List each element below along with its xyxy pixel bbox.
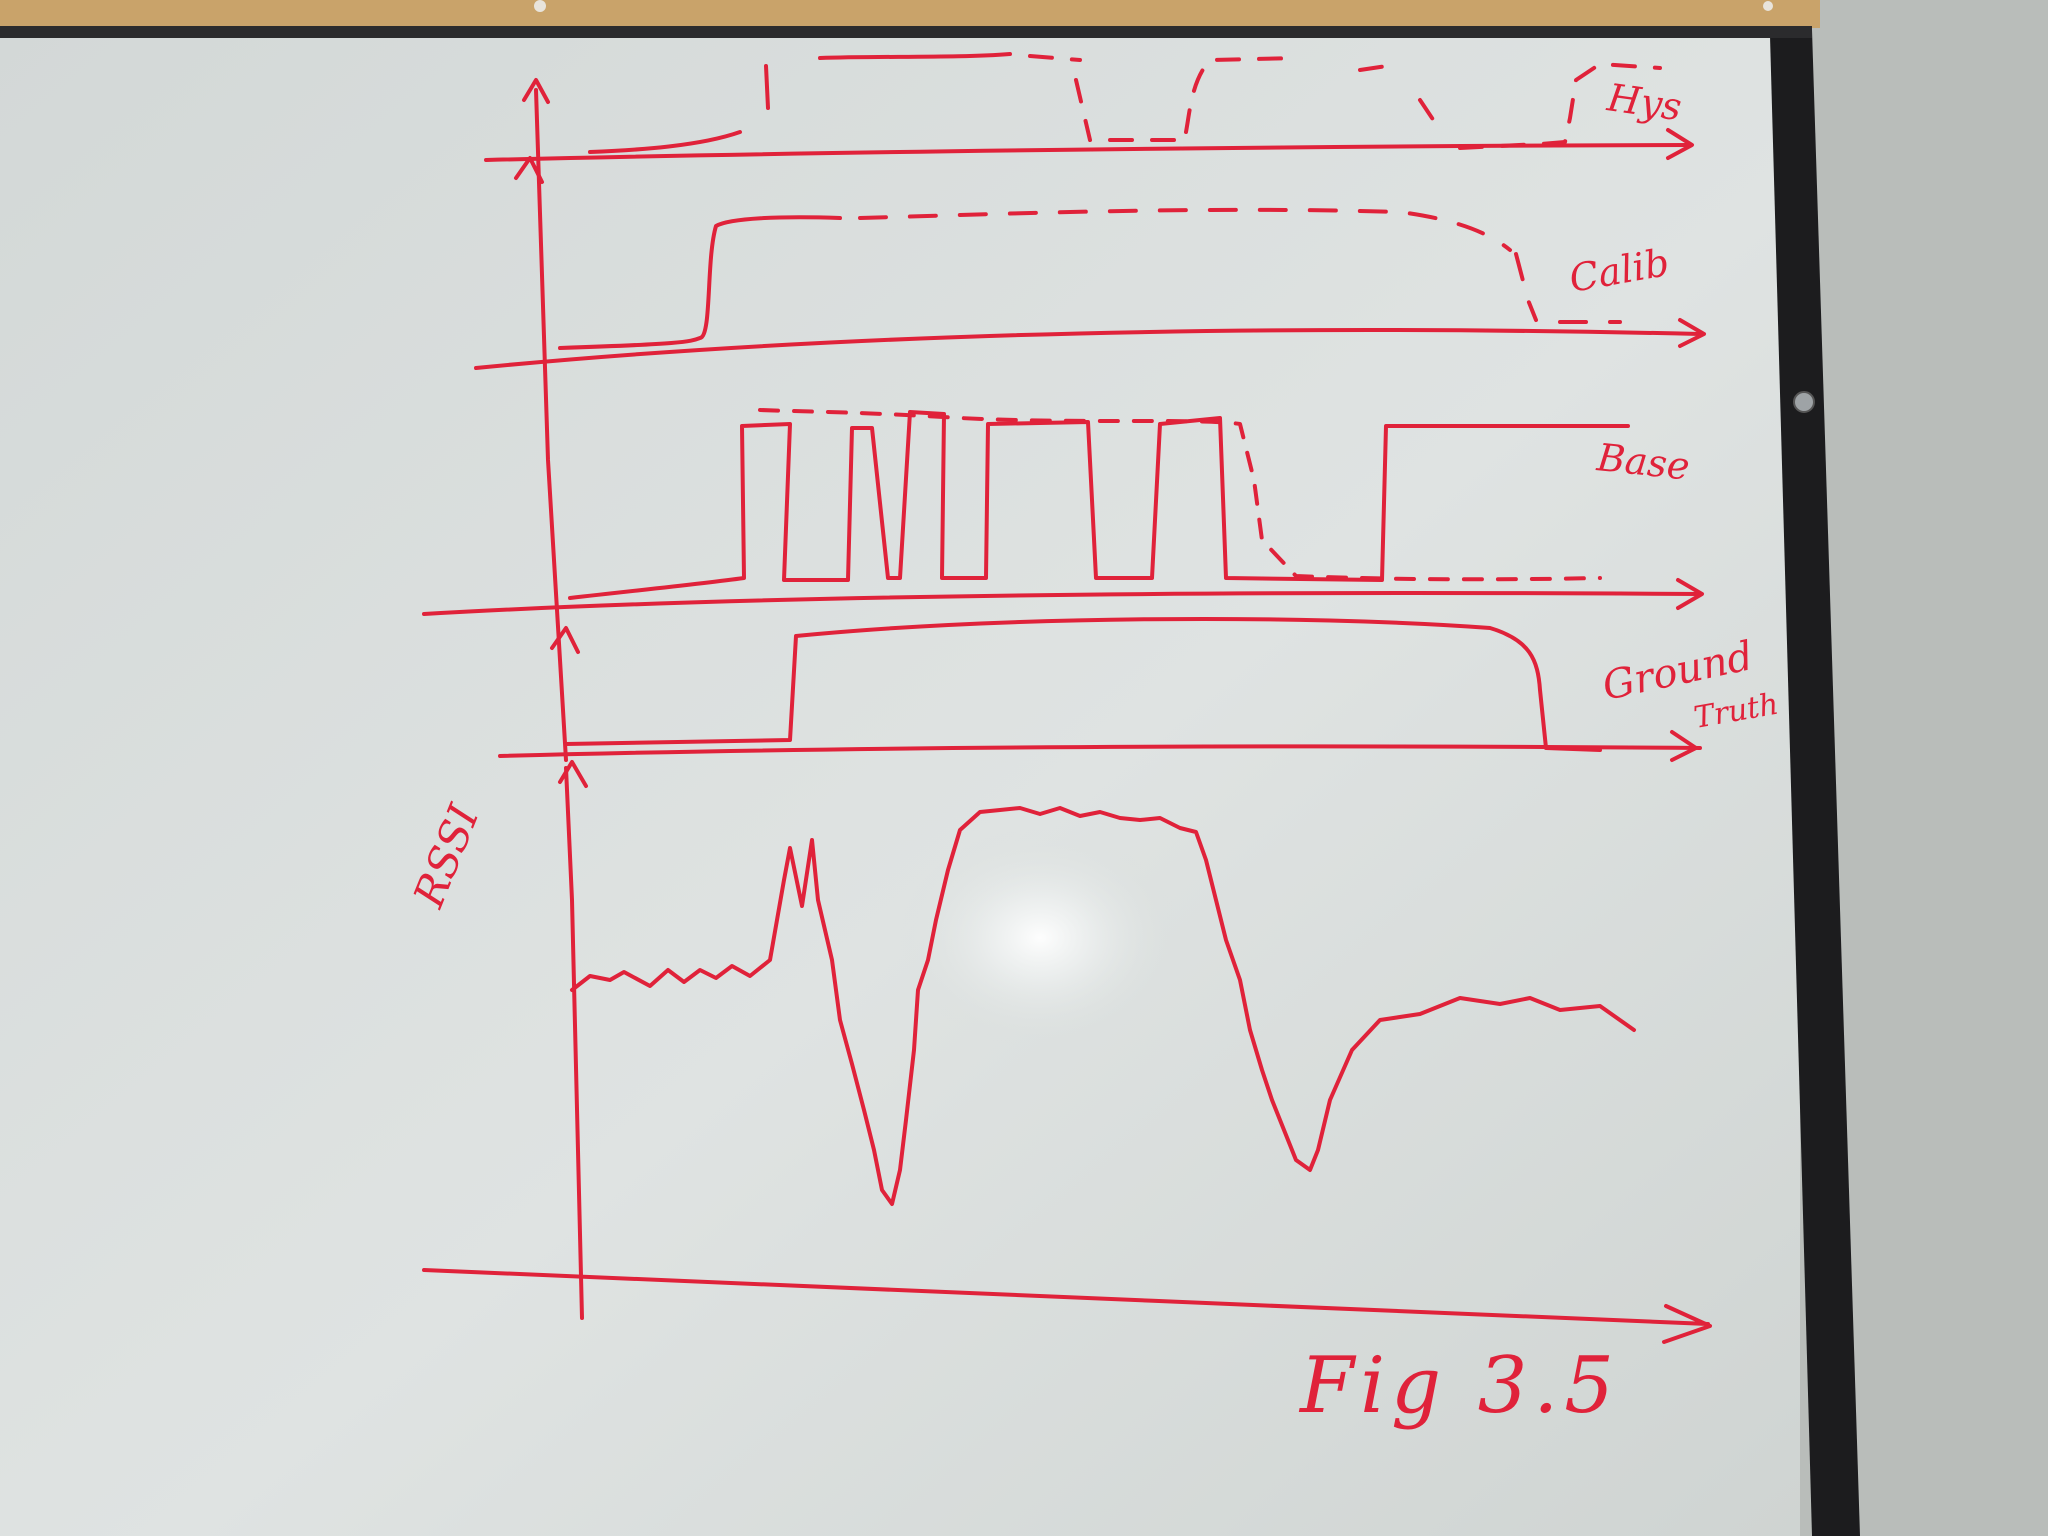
arrowhead-icon (1678, 318, 1706, 348)
whiteboard-frame-right (1770, 30, 1860, 1536)
arrowhead-icon (1666, 128, 1694, 160)
base-baseline (422, 590, 1702, 616)
light-glare (900, 828, 1180, 1048)
time-axis (422, 1268, 1710, 1326)
arrowhead-icon (1670, 730, 1698, 762)
base-trace (568, 410, 1630, 600)
screw-icon (1793, 391, 1815, 413)
base-trace-dashed (758, 408, 1602, 582)
arrowhead-icon (522, 78, 550, 104)
hys-label: Hys (1604, 75, 1685, 129)
calib-baseline (474, 328, 1702, 370)
base-label: Base (1594, 435, 1692, 489)
arrowhead-icon (558, 760, 588, 788)
hys-trace (588, 52, 1012, 154)
pushpin-icon (1763, 1, 1773, 11)
ground-truth-baseline (498, 744, 1702, 758)
calib-trace-dashed (858, 207, 1622, 324)
vertical-axis (534, 88, 568, 762)
pushpin-icon (534, 0, 546, 12)
calib-trace (558, 215, 842, 350)
rssi-trace (570, 806, 1636, 1206)
rssi-vertical-axis (564, 766, 584, 1320)
arrowhead-icon (1662, 1304, 1712, 1344)
arrowhead-icon (1676, 578, 1704, 610)
figure-caption: Fig 3.5 (1298, 1341, 1620, 1431)
hys-trace-dashed (1028, 54, 1662, 150)
ground-truth-trace (564, 616, 1602, 752)
corkboard-strip (0, 0, 1820, 28)
whiteboard-surface (0, 30, 1800, 1536)
arrowhead-icon (550, 626, 580, 654)
whiteboard-frame-top (0, 26, 1812, 38)
